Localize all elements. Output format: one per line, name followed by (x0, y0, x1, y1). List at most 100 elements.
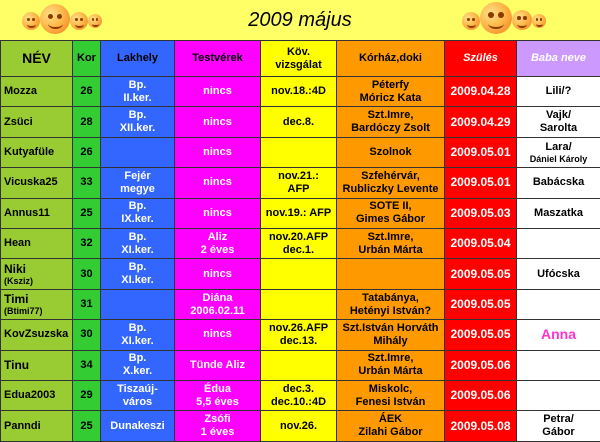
cell-lakhely-line2: XI.ker. (121, 334, 154, 347)
cell-testverek-line2: 2 éves (200, 243, 235, 256)
header-kov-line2: vizsgálat (275, 58, 322, 71)
cell-baba-line1: Lili/? (545, 85, 572, 98)
cell-kov-vizsgalat (260, 288, 337, 321)
cell-korhaz-line2: Gimes Gábor (355, 213, 426, 226)
cell-baba-line2: Gábor (542, 426, 575, 439)
cell-testverek: Aliz 2 éves (174, 228, 261, 260)
table-row: KovZsuzska 30 Bp. XI.ker. nincs nov.26.AFP dec… (0, 319, 600, 351)
cell-szules: 2009.05.03 (444, 197, 517, 230)
cell-testverek-line1: Diána (202, 291, 233, 304)
cell-korhaz-line2: Rubliczky Levente (342, 182, 439, 195)
table-row: Niki (Ksziz) 30 Bp. XI.ker. nincs 2009.05.05 Uf… (0, 258, 600, 290)
cell-kov-vizsgalat: nov.18.:4D (260, 75, 337, 108)
cell-korhaz: ÁEK Zilahi Gábor (336, 410, 445, 442)
table-row: Annus11 25 Bp. IX.ker. nincs nov.19.: AFP SOTE… (0, 197, 600, 230)
cell-testverek: nincs (174, 258, 261, 290)
cell-lakhely: Tiszaúj-város (100, 380, 175, 412)
cell-korhaz: Tatabánya, Hetényi István? (336, 288, 445, 321)
cell-lakhely-line2: II.ker. (123, 91, 152, 104)
cell-baba-line2: Sarolta (539, 122, 578, 135)
cell-baba-neve: Vajk/Sarolta (516, 106, 600, 138)
cell-korhaz: Szolnok (336, 136, 445, 169)
cell-testverek-line1: Zsófi (204, 413, 231, 426)
smiley-icon (512, 10, 532, 30)
cell-testverek-line1: nincs (203, 176, 232, 189)
cell-korhaz-line1: Szolnok (369, 146, 412, 159)
header-kov-vizsgalat: Köv. vizsgálat (260, 40, 337, 77)
cell-testverek-line1: Aliz (207, 230, 228, 243)
cell-lakhely-line1: Bp. (128, 230, 147, 243)
cell-kov-vizsgalat-line1: nov.21.: (278, 169, 319, 182)
cell-testverek: Zsófi 1 éves (174, 410, 261, 442)
cell-nev-text: Mozza (4, 85, 37, 98)
cell-kov-vizsgalat: nov.26. (260, 410, 337, 442)
cell-nev-text: Hean (4, 237, 31, 250)
cell-szules: 2009.05.05 (444, 258, 517, 290)
cell-nev: Hean (0, 228, 73, 260)
header-testverek: Testvérek (174, 40, 261, 77)
cell-baba-neve (516, 349, 600, 382)
cell-testverek: Diána 2006.02.11 (174, 288, 261, 321)
cell-testverek: Tünde Aliz (174, 349, 261, 382)
cell-korhaz: Szt.István Horváth Mihály (336, 319, 445, 351)
cell-kov-vizsgalat: nov.20.AFP dec.1. (260, 228, 337, 260)
cell-korhaz-line2: Fenesi István (355, 395, 426, 408)
cell-kov-vizsgalat-line1: dec.8. (282, 115, 315, 128)
cell-kov-vizsgalat: dec.3. dec.10.:4D (260, 380, 337, 412)
cell-nev: Edua2003 (0, 380, 73, 412)
cell-nev-text: Kutyafüle (4, 146, 55, 159)
cell-korhaz-line1: Tatabánya, (362, 291, 419, 304)
cell-nev-text: Timi (4, 292, 29, 307)
cell-szules: 2009.05.05 (444, 288, 517, 321)
cell-nev: Tinu (0, 349, 73, 382)
cell-kov-vizsgalat-line1: nov.26. (279, 419, 318, 432)
cell-baba-neve: Ufócska (516, 258, 600, 290)
cell-nev-sub: (Ksziz) (4, 275, 33, 286)
cell-kov-vizsgalat-line2: AFP (287, 182, 310, 195)
cell-lakhely: Dunakeszi (100, 410, 175, 442)
cell-korhaz: Szt.Imre, Bardóczy Zsolt (336, 106, 445, 138)
smiley-icon (532, 14, 546, 28)
table-row: Kutyafüle 26 nincs Szolnok 2009.05.01 Lara/Dá… (0, 136, 600, 169)
cell-testverek: nincs (174, 319, 261, 351)
cell-testverek-line1: nincs (203, 85, 232, 98)
smiley-icon (40, 4, 70, 34)
cell-kor: 30 (72, 319, 101, 351)
header-lakhely: Lakhely (100, 40, 175, 77)
cell-korhaz-line1: Szt.István Horváth (342, 321, 439, 334)
cell-kor: 33 (72, 167, 101, 199)
cell-testverek: nincs (174, 75, 261, 108)
cell-testverek-line1: nincs (203, 115, 232, 128)
cell-kor: 26 (72, 75, 101, 108)
cell-nev: Kutyafüle (0, 136, 73, 169)
cell-lakhely-line2: megye (120, 182, 155, 195)
cell-szules: 2009.05.04 (444, 228, 517, 260)
cell-korhaz (336, 258, 445, 290)
cell-korhaz-line2: Móricz Kata (359, 91, 422, 104)
cell-szules: 2009.05.06 (444, 380, 517, 412)
cell-baba-neve: Maszatka (516, 197, 600, 230)
cell-kor: 31 (72, 288, 101, 321)
cell-lakhely: Bp. XI.ker. (100, 319, 175, 351)
cell-lakhely-line1: Dunakeszi (110, 419, 165, 432)
cell-kor: 25 (72, 197, 101, 230)
header-korhaz: Kórház,doki (336, 40, 445, 77)
cell-baba-line1: Vajk/ (545, 109, 572, 122)
cell-korhaz-line2: Bardóczy Zsolt (351, 122, 430, 135)
cell-nev: Zsüci (0, 106, 73, 138)
cell-kov-vizsgalat: nov.19.: AFP (260, 197, 337, 230)
cell-baba-neve: Lara/Dániel Károly (516, 136, 600, 169)
cell-korhaz-line1: Szt.Imre, (367, 352, 414, 365)
cell-szules: 2009.04.29 (444, 106, 517, 138)
table-row: Zsüci 28 Bp. XII.ker. nincs dec.8. Szt.Imre, Ba… (0, 106, 600, 138)
cell-baba-neve: Petra/Gábor (516, 410, 600, 442)
cell-nev-text: Annus11 (4, 206, 50, 219)
cell-korhaz-line2: Urbán Márta (358, 243, 423, 256)
smiley-icon (22, 12, 40, 30)
cell-testverek: Édua 5,5 éves (174, 380, 261, 412)
cell-kov-vizsgalat-line2: dec.10.:4D (270, 395, 327, 408)
cell-testverek: nincs (174, 136, 261, 169)
page-title: 2009 május (248, 9, 352, 31)
cell-lakhely (100, 136, 175, 169)
cell-szules: 2009.05.06 (444, 349, 517, 382)
